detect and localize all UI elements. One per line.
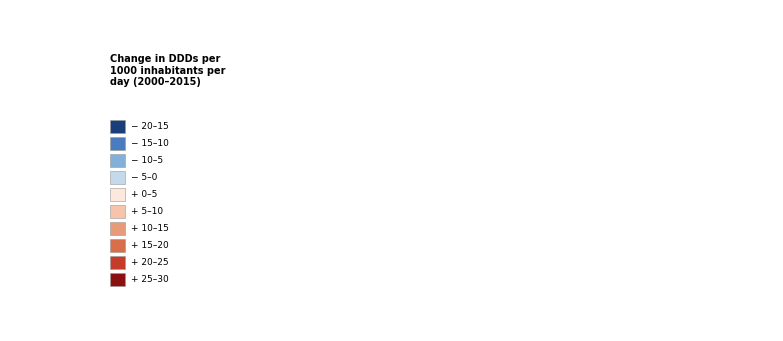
Text: Change in DDDs per
1000 inhabitants per
day (2000–2015): Change in DDDs per 1000 inhabitants per … bbox=[110, 54, 226, 87]
Bar bbox=[110, 120, 125, 133]
Bar bbox=[110, 256, 125, 269]
Bar bbox=[110, 239, 125, 252]
Text: + 5–10: + 5–10 bbox=[132, 207, 164, 216]
Bar bbox=[110, 273, 125, 286]
Text: + 15–20: + 15–20 bbox=[132, 241, 169, 250]
Text: + 10–15: + 10–15 bbox=[132, 224, 169, 233]
Text: + 25–30: + 25–30 bbox=[132, 276, 169, 284]
Text: + 0–5: + 0–5 bbox=[132, 190, 157, 199]
Text: + 20–25: + 20–25 bbox=[132, 258, 169, 267]
Bar bbox=[110, 154, 125, 167]
Text: − 15–10: − 15–10 bbox=[132, 139, 169, 148]
Text: − 10–5: − 10–5 bbox=[132, 156, 164, 165]
Text: − 20–15: − 20–15 bbox=[132, 122, 169, 131]
Bar bbox=[110, 222, 125, 235]
Text: − 5–0: − 5–0 bbox=[132, 173, 157, 182]
Bar bbox=[110, 137, 125, 150]
Bar bbox=[110, 205, 125, 218]
Bar bbox=[110, 171, 125, 184]
Bar bbox=[110, 188, 125, 201]
